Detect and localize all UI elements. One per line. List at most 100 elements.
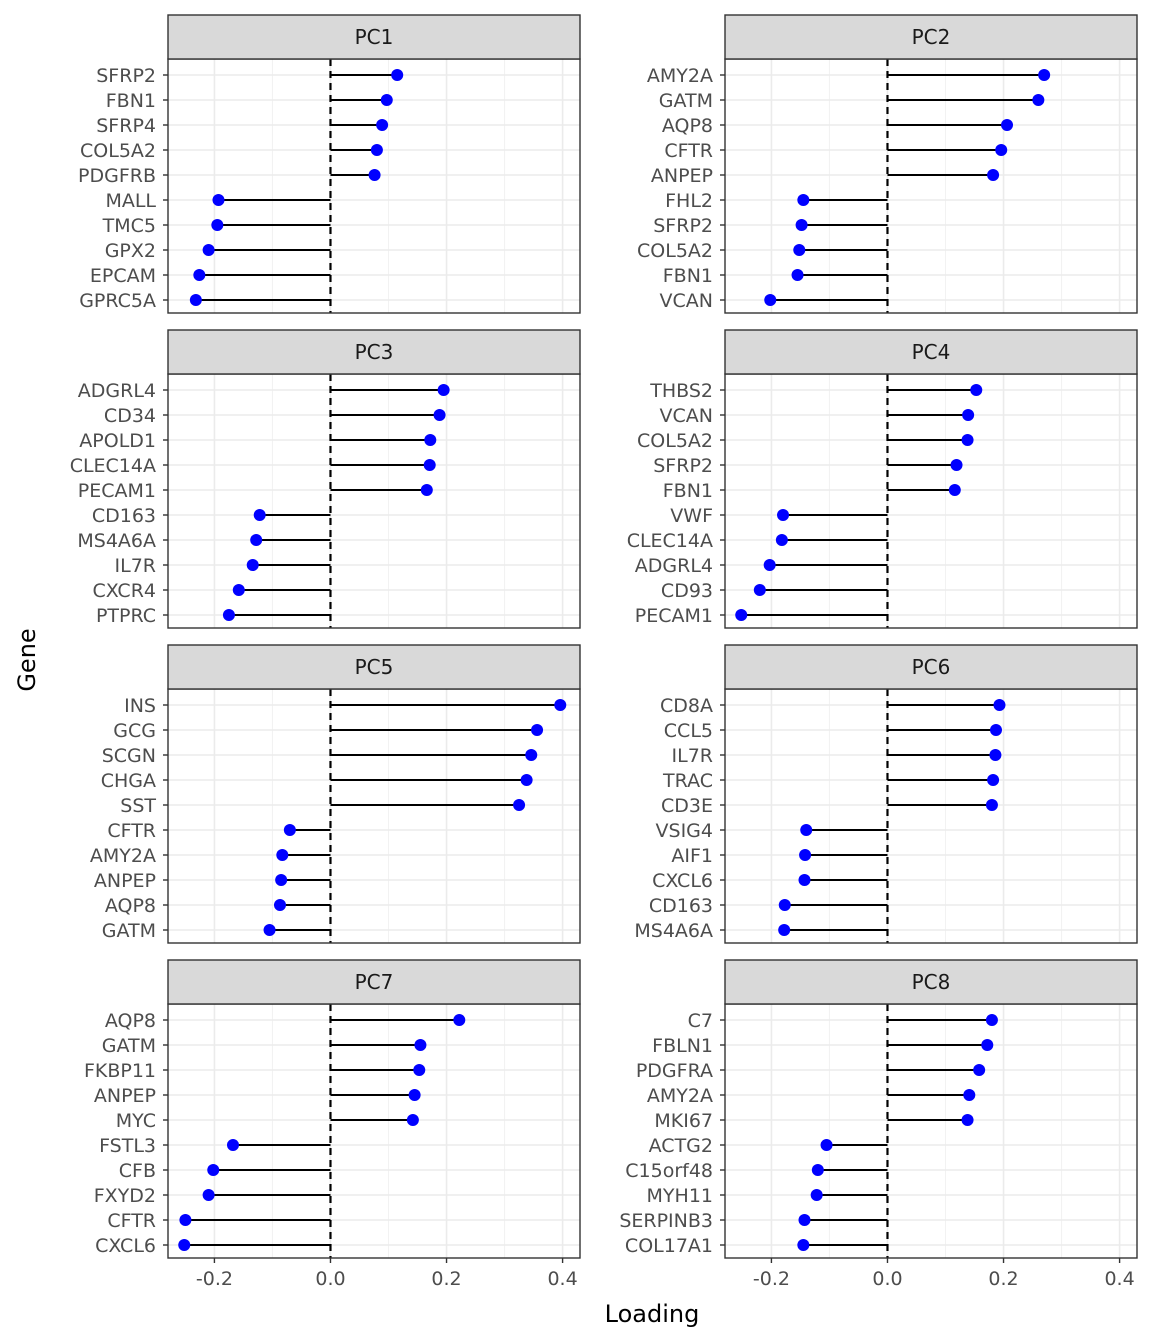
panel-5-gene-label: AQP8 <box>105 895 156 917</box>
panel-3-point-ADGRL4 <box>437 384 450 396</box>
panel-2-point-FBN1 <box>791 269 804 281</box>
panel-2-point-AMY2A <box>1038 69 1051 81</box>
panel-8-gene-label: MKI67 <box>654 1110 713 1132</box>
panel-4-background <box>725 374 1137 628</box>
panel-8-gene-label: MYH11 <box>647 1185 713 1207</box>
panel-2-point-COL5A2 <box>793 244 806 256</box>
panel-7-point-CXCL6 <box>178 1239 191 1251</box>
panel-3-gene-label: CLEC14A <box>70 455 156 477</box>
panel-7-xtick-label: 0.2 <box>431 1268 461 1290</box>
panel-2-gene-label: AMY2A <box>647 65 713 87</box>
panel-1-gene-label: MALL <box>105 190 156 212</box>
panel-1-point-EPCAM <box>193 269 206 281</box>
panel-1-gene-label: PDGFRB <box>78 165 156 187</box>
panel-6-point-CCL5 <box>989 724 1002 736</box>
panel-1-point-PDGFRB <box>368 169 381 181</box>
panel-1-gene-label: GPRC5A <box>79 290 156 312</box>
panel-5-point-AQP8 <box>273 899 286 911</box>
panel-6-gene-label: VSIG4 <box>656 820 713 842</box>
panel-6-gene-label: CD3E <box>661 795 713 817</box>
panel-4-strip-title: PC4 <box>912 340 951 364</box>
panel-3-point-PECAM1 <box>420 484 433 496</box>
panel-2-point-ANPEP <box>987 169 1000 181</box>
panel-3-point-IL7R <box>246 559 259 571</box>
panel-4-strip <box>724 329 1138 375</box>
panel-3-point-MS4A6A <box>250 534 263 546</box>
panel-6-point-AIF1 <box>799 849 812 861</box>
panel-5-gene-label: SST <box>120 795 156 817</box>
panel-1-point-GPRC5A <box>189 294 202 306</box>
panel-5-point-CFTR <box>283 824 296 836</box>
panel-5-gene-label: INS <box>124 695 156 717</box>
panel-6-gene-label: CD163 <box>649 895 713 917</box>
panel-6-gene-label: MS4A6A <box>634 920 713 942</box>
panel-5-strip <box>167 644 581 690</box>
panel-8-strip-title: PC8 <box>912 970 951 994</box>
panel-8-gene-label: COL17A1 <box>625 1235 713 1257</box>
panel-4-gene-label: THBS2 <box>649 380 713 402</box>
panel-6-gene-label: IL7R <box>672 745 713 767</box>
panel-7-gene-label: CFTR <box>107 1210 156 1232</box>
panel-7-background <box>168 1004 580 1258</box>
panel-4-point-SFRP2 <box>950 459 963 471</box>
panel-8-xtick-label: 0.0 <box>872 1268 902 1290</box>
panel-8-gene-label: C15orf48 <box>625 1160 713 1182</box>
panel-5-point-SST <box>513 799 526 811</box>
panel-3-gene-label: APOLD1 <box>79 430 156 452</box>
panel-4-point-PECAM1 <box>735 609 748 621</box>
panel-3-gene-label: CD163 <box>92 505 156 527</box>
panel-8-background <box>725 1004 1137 1258</box>
panel-7-point-CFB <box>207 1164 220 1176</box>
panel-7-point-FKBP11 <box>413 1064 426 1076</box>
panel-1-gene-label: EPCAM <box>90 265 156 287</box>
panel-7-point-FSTL3 <box>226 1139 239 1151</box>
panel-7-point-MYC <box>406 1114 419 1126</box>
panel-1-gene-label: GPX2 <box>105 240 156 262</box>
panel-8-point-AMY2A <box>963 1089 976 1101</box>
panel-5-gene-label: CHGA <box>101 770 156 792</box>
panel-8-point-COL17A1 <box>797 1239 810 1251</box>
panel-1-gene-label: SFRP2 <box>96 65 156 87</box>
panel-6-point-CXCL6 <box>798 874 811 886</box>
panel-3-gene-label: PECAM1 <box>78 480 156 502</box>
panel-8-point-SERPINB3 <box>798 1214 811 1226</box>
panel-7-point-ANPEP <box>408 1089 421 1101</box>
panel-2-gene-label: GATM <box>659 90 713 112</box>
panel-2-point-VCAN <box>764 294 777 306</box>
panel-1-point-TMC5 <box>211 219 224 231</box>
panel-2-gene-label: COL5A2 <box>637 240 713 262</box>
panel-7-xtick-label: -0.2 <box>196 1268 233 1290</box>
panel-4-gene-label: SFRP2 <box>653 455 713 477</box>
panel-8-point-MKI67 <box>961 1114 974 1126</box>
panel-5-point-GATM <box>263 924 276 936</box>
panel-8-strip <box>724 959 1138 1005</box>
panel-5-point-INS <box>554 699 567 711</box>
panel-8-point-C15orf48 <box>811 1164 824 1176</box>
panel-8-xtick-label: 0.2 <box>988 1268 1018 1290</box>
panel-8-xtick-label: -0.2 <box>753 1268 790 1290</box>
panel-6-gene-label: CXCL6 <box>652 870 713 892</box>
panel-2-gene-label: CFTR <box>664 140 713 162</box>
panel-2-strip-title: PC2 <box>912 25 951 49</box>
panel-7-strip-title: PC7 <box>355 970 394 994</box>
panel-4-gene-label: VCAN <box>660 405 713 427</box>
panel-6-point-CD163 <box>778 899 791 911</box>
panel-7-gene-label: ANPEP <box>94 1085 156 1107</box>
panel-3-gene-label: MS4A6A <box>77 530 156 552</box>
panel-4-gene-label: COL5A2 <box>637 430 713 452</box>
panel-7-gene-label: FXYD2 <box>94 1185 156 1207</box>
panel-2-point-FHL2 <box>797 194 810 206</box>
panel-7-point-AQP8 <box>453 1014 466 1026</box>
panel-2-gene-label: AQP8 <box>662 115 713 137</box>
panel-5-strip-title: PC5 <box>355 655 394 679</box>
panel-6-gene-label: TRAC <box>662 770 713 792</box>
panel-1-point-COL5A2 <box>370 144 383 156</box>
panel-5-point-ANPEP <box>275 874 288 886</box>
panel-4-gene-label: VWF <box>670 505 713 527</box>
panel-8-gene-label: SERPINB3 <box>619 1210 713 1232</box>
panel-5-point-AMY2A <box>276 849 289 861</box>
panel-6-point-MS4A6A <box>778 924 791 936</box>
panel-2-gene-label: FBN1 <box>663 265 713 287</box>
panel-4-gene-label: CD93 <box>661 580 713 602</box>
